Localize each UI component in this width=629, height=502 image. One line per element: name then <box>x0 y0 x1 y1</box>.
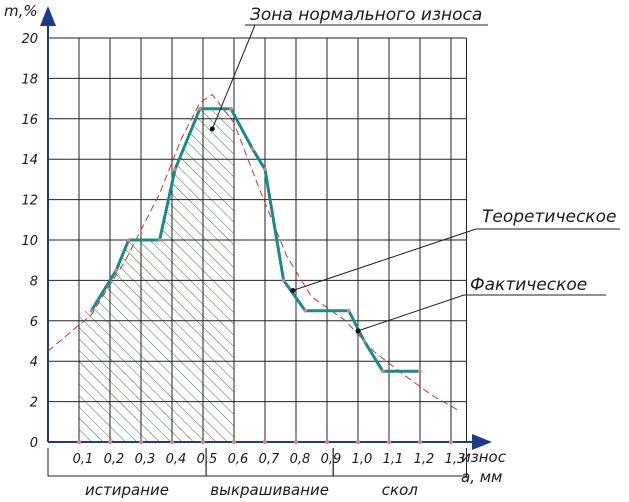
x-tick-label: 0,3 <box>135 452 156 467</box>
x-tick-mark <box>262 439 268 445</box>
data-point <box>126 238 131 242</box>
x-tick-label: 0,8 <box>290 452 311 467</box>
annotation-leader <box>357 294 465 332</box>
y-tick-label: 2 <box>30 396 38 411</box>
x-tick-mark <box>324 439 330 445</box>
data-point <box>418 369 422 374</box>
annotation-point <box>355 328 361 334</box>
y-tick-labels: 0 2 4 6 8 10 12 14 16 18 20 <box>21 32 38 451</box>
hatched-normal-wear-region <box>79 108 234 442</box>
x-tick-label: 0,1 <box>73 452 94 467</box>
x-tick-mark <box>138 439 144 445</box>
y-axis-label: m,% <box>4 2 38 20</box>
x-tick-mark <box>200 439 206 445</box>
data-point <box>198 106 202 111</box>
y-tick-label: 20 <box>21 32 38 47</box>
y-tick-label: 0 <box>30 436 38 451</box>
y-tick-label: 4 <box>30 355 38 370</box>
data-point <box>173 167 177 172</box>
y-tick-label: 8 <box>30 274 38 289</box>
x-tick-label: 0,2 <box>104 452 125 467</box>
x-tick-mark <box>355 439 361 445</box>
data-point <box>114 268 118 273</box>
x-tick-label: 1,0 <box>352 452 373 467</box>
x-tick-label: 0,6 <box>228 452 249 467</box>
x-tick-mark <box>448 439 454 445</box>
data-point <box>381 369 385 374</box>
annotation-label: Теоретическое <box>482 207 616 227</box>
data-point <box>281 278 286 283</box>
x-axis-label: износ <box>461 448 507 466</box>
data-point <box>89 308 94 313</box>
x-tick-labels: 0,1 0,2 0,3 0,4 0,5 0,6 0,7 0,8 0,9 1,0 1,1 1,2 1,3 <box>73 439 466 467</box>
data-point <box>303 308 308 313</box>
data-point <box>362 339 367 343</box>
zone-label: истирание <box>85 481 169 499</box>
y-tick-label: 12 <box>21 194 38 209</box>
data-point <box>250 147 255 151</box>
data-point <box>229 106 233 111</box>
x-tick-mark <box>169 439 175 445</box>
y-tick-label: 16 <box>21 113 38 128</box>
x-tick-mark <box>76 439 82 445</box>
x-tick-label: 0,4 <box>166 452 187 467</box>
annotation-leader <box>211 24 256 130</box>
x-tick-label: 0,7 <box>259 452 280 467</box>
y-tick-label: 6 <box>30 315 38 330</box>
x-axis-unit: a, мм <box>461 468 502 486</box>
x-tick-mark <box>231 439 237 445</box>
x-tick-mark <box>417 439 423 445</box>
annotations: Зона нормального износа Теоретическое Факт… <box>209 5 620 334</box>
data-point <box>263 167 267 172</box>
y-tick-label: 18 <box>21 72 38 87</box>
y-tick-label: 14 <box>21 153 38 168</box>
x-tick-label: 0,5 <box>197 452 218 467</box>
x-tick-label: 1,3 <box>445 452 466 467</box>
zone-label: выкрашивание <box>210 481 329 499</box>
x-tick-label: 1,1 <box>383 452 404 467</box>
annotation-label: Зона нормального износа <box>250 5 482 25</box>
data-point <box>157 238 162 242</box>
series-line-theoretical <box>47 93 458 411</box>
annotation-point <box>290 288 296 293</box>
y-tick-label: 10 <box>21 234 38 249</box>
x-tick-label: 1,2 <box>414 452 435 467</box>
annotation-leader <box>292 228 477 291</box>
annotation-label: Фактическое <box>470 275 587 295</box>
x-tick-mark <box>293 439 299 445</box>
x-tick-mark <box>107 439 113 445</box>
x-tick-label: 0,9 <box>321 452 342 467</box>
wear-zones: истирание выкрашивание скол <box>47 448 467 499</box>
annotation-point <box>209 126 215 132</box>
data-points <box>89 106 422 374</box>
zone-bracket <box>332 448 467 477</box>
zone-label: скол <box>382 481 418 499</box>
x-tick-mark <box>386 439 392 445</box>
data-point <box>346 308 351 313</box>
